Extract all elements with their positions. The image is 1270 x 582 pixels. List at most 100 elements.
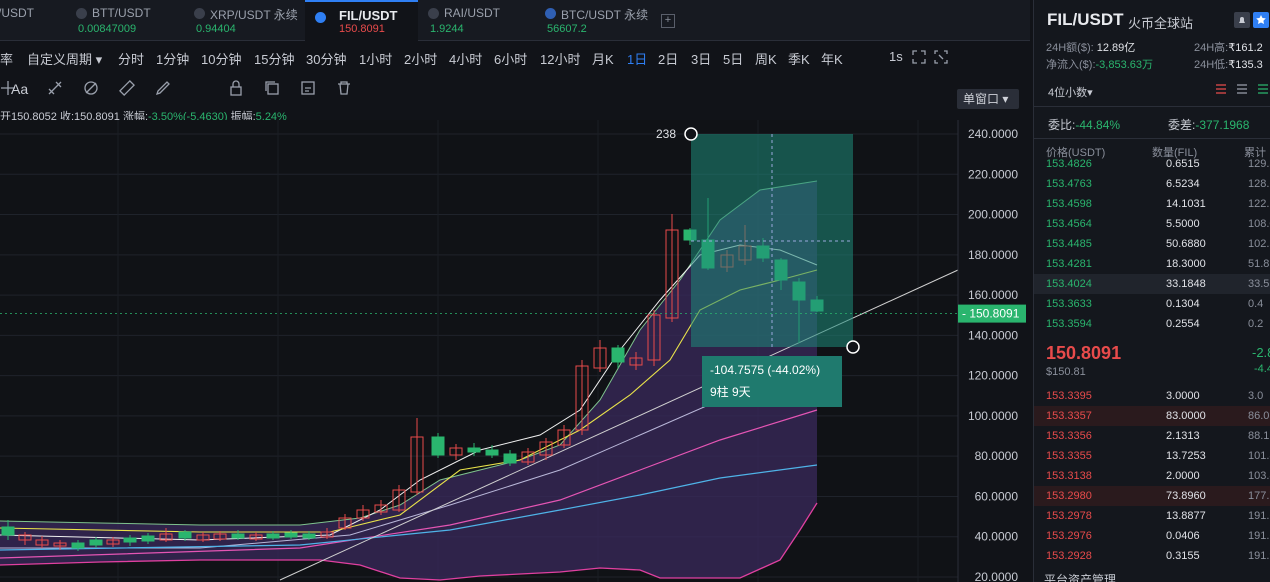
star-icon[interactable] bbox=[1253, 12, 1269, 28]
ask-row[interactable]: 153.4485 50.6880 102.5 bbox=[1034, 234, 1270, 254]
timeframe-item[interactable]: 6小时 bbox=[494, 52, 528, 67]
edit-icon[interactable] bbox=[300, 80, 316, 96]
order-qty: 50.6880 bbox=[1166, 238, 1206, 250]
timeframe-item[interactable]: 季K bbox=[788, 52, 810, 67]
current-price-label: - 150.8091 bbox=[962, 307, 1020, 321]
bid-row[interactable]: 153.2928 0.3155 191.9 bbox=[1034, 546, 1270, 566]
high-label: 24H高: bbox=[1194, 42, 1229, 54]
order-total: 103.8 bbox=[1248, 470, 1270, 482]
candle-body bbox=[123, 537, 137, 543]
ask-row[interactable]: 153.4564 5.5000 108.0 bbox=[1034, 214, 1270, 234]
candlestick-chart[interactable]: 238 -104.7575 (-44.02%) 9柱 9天 240.0000 220.… bbox=[0, 0, 1030, 582]
order-qty: 3.0000 bbox=[1166, 390, 1200, 402]
measure-handle-bottom bbox=[846, 340, 860, 354]
coin-icon bbox=[315, 12, 326, 23]
coin-icon bbox=[76, 8, 87, 19]
bid-row[interactable]: 153.3138 2.0000 103.8 bbox=[1034, 466, 1270, 486]
order-price: 153.4485 bbox=[1046, 238, 1092, 250]
timeframe-item[interactable]: 5日 bbox=[723, 52, 744, 67]
order-price: 153.2928 bbox=[1046, 550, 1092, 562]
price-tick-label: 160.0000 bbox=[968, 288, 1018, 302]
timeframe-item[interactable]: 2小时 bbox=[404, 52, 438, 67]
order-qty: 5.5000 bbox=[1166, 218, 1200, 230]
timeframe-item[interactable]: 年K bbox=[821, 52, 843, 67]
timeframe-item[interactable]: 1小时 bbox=[359, 52, 393, 67]
bid-row[interactable]: 153.3355 13.7253 101.8 bbox=[1034, 446, 1270, 466]
measure-icon[interactable] bbox=[119, 80, 135, 96]
pattern-icon[interactable] bbox=[83, 80, 99, 96]
delete-icon[interactable] bbox=[336, 80, 352, 96]
tab-fil-usdt[interactable]: FIL/USDT 150.8091 bbox=[305, 0, 418, 42]
price-tick-label: 180.0000 bbox=[968, 248, 1018, 262]
bid-row[interactable]: 153.3357 83.0000 86.0 bbox=[1034, 406, 1270, 426]
candle-body bbox=[71, 542, 85, 549]
fibonacci-icon[interactable] bbox=[47, 80, 63, 96]
order-total: 177.7 bbox=[1248, 490, 1270, 502]
timeframe-item[interactable]: 15分钟 bbox=[254, 52, 295, 67]
decimals-dropdown[interactable]: 4位小数▾ bbox=[1048, 87, 1093, 99]
brush-icon[interactable] bbox=[155, 80, 171, 96]
candle-body bbox=[1, 526, 15, 536]
tab-btc-usdt[interactable]: BTC/USDT 永续 56607.2 bbox=[545, 0, 655, 40]
candle-body bbox=[629, 357, 643, 366]
timeframe-item[interactable]: 4小时 bbox=[449, 52, 483, 67]
ask-row[interactable]: 153.4826 0.6515 129.3 bbox=[1034, 154, 1270, 174]
timeframe-item[interactable]: 周K bbox=[755, 52, 777, 67]
timeframe-item[interactable]: 12小时 bbox=[540, 52, 581, 67]
high-value: ₹161.2 bbox=[1228, 42, 1263, 54]
ask-row[interactable]: 153.3633 0.1304 0.4 bbox=[1034, 294, 1270, 314]
bid-ratio: 委比:-44.84% bbox=[1048, 116, 1120, 133]
text-tool-icon[interactable]: Aa bbox=[11, 81, 29, 97]
ask-row[interactable]: 153.4281 18.3000 51.8 bbox=[1034, 254, 1270, 274]
ask-row[interactable]: 153.4024 33.1848 33.5 bbox=[1034, 274, 1270, 294]
measure-tool: 238 -104.7575 (-44.02%) 9柱 9天 bbox=[656, 127, 860, 407]
timeframe-item[interactable]: 月K bbox=[592, 52, 614, 67]
timeframe-item-selected[interactable]: 1日 bbox=[627, 52, 648, 67]
timeframe-item[interactable]: 率 bbox=[0, 52, 14, 67]
interval-1s[interactable]: 1s bbox=[889, 49, 903, 64]
candle-body bbox=[320, 531, 334, 538]
lock-icon[interactable] bbox=[228, 80, 244, 96]
tab-xrp-usdt[interactable]: XRP/USDT 永续 0.94404 bbox=[194, 0, 304, 40]
timeframe-item[interactable]: 30分钟 bbox=[306, 52, 347, 67]
tab-price: 150.8091 bbox=[339, 23, 385, 35]
bid-row[interactable]: 153.2980 73.8960 177.7 bbox=[1034, 486, 1270, 506]
timeframe-item[interactable]: 10分钟 bbox=[201, 52, 242, 67]
footer-link[interactable]: 平台资产管理 bbox=[1044, 573, 1117, 582]
tab-btt-usdt[interactable]: BTT/USDT 0.00847009 bbox=[76, 0, 186, 40]
ask-row[interactable]: 153.4598 14.1031 122.1 bbox=[1034, 194, 1270, 214]
candle-body bbox=[410, 436, 424, 493]
copy-icon[interactable] bbox=[264, 80, 280, 96]
order-qty: 2.0000 bbox=[1166, 470, 1200, 482]
tab-price: 0.94404 bbox=[196, 23, 236, 35]
candle-body bbox=[266, 533, 280, 539]
custom-period-dropdown[interactable]: 自定义周期 ▾ bbox=[27, 52, 103, 67]
timeframe-item[interactable]: 2日 bbox=[658, 52, 679, 67]
window-mode-dropdown[interactable]: 单窗口 ▾ bbox=[957, 89, 1019, 109]
bid-row[interactable]: 153.2978 13.8877 191.6 bbox=[1034, 506, 1270, 526]
tab-rai-usdt[interactable]: RAI/USDT 1.9244 bbox=[428, 0, 528, 40]
ask-row[interactable]: 153.3594 0.2554 0.2 bbox=[1034, 314, 1270, 334]
crosshair-icon[interactable] bbox=[0, 80, 16, 96]
bid-row[interactable]: 153.2976 0.0406 191.6 bbox=[1034, 526, 1270, 546]
timeframe-item[interactable]: 3日 bbox=[691, 52, 712, 67]
screenshot-icon[interactable] bbox=[934, 50, 948, 64]
price-axis: 240.0000 220.0000 200.0000 180.0000 160.0000… bbox=[0, 120, 1026, 582]
timeframe-item[interactable]: 1分钟 bbox=[156, 52, 190, 67]
candle-body bbox=[449, 447, 463, 456]
fullscreen-icon[interactable] bbox=[912, 50, 926, 64]
orderbook-view-icons[interactable] bbox=[1215, 83, 1270, 97]
add-tab-button[interactable]: + bbox=[661, 14, 675, 28]
ask-row[interactable]: 153.4763 6.5234 128.6 bbox=[1034, 174, 1270, 194]
timeframe-item[interactable]: 分时 bbox=[118, 52, 145, 67]
bid-row[interactable]: 153.3356 2.1313 88.1 bbox=[1034, 426, 1270, 446]
measure-bars-text: 9柱 9天 bbox=[710, 384, 751, 399]
tab-usdt[interactable]: /USDT bbox=[0, 0, 70, 40]
order-total: 33.5 bbox=[1248, 278, 1270, 290]
order-qty: 2.1313 bbox=[1166, 430, 1200, 442]
bell-icon[interactable] bbox=[1234, 12, 1250, 28]
timeframe-bar: 率 自定义周期 ▾ 分时 1分钟 10分钟 15分钟 30分钟 1小时 2小时 … bbox=[0, 42, 1030, 109]
candle-body bbox=[593, 347, 607, 369]
bid-row[interactable]: 153.3395 3.0000 3.0 bbox=[1034, 386, 1270, 406]
price-tick-label: 80.0000 bbox=[975, 449, 1019, 463]
